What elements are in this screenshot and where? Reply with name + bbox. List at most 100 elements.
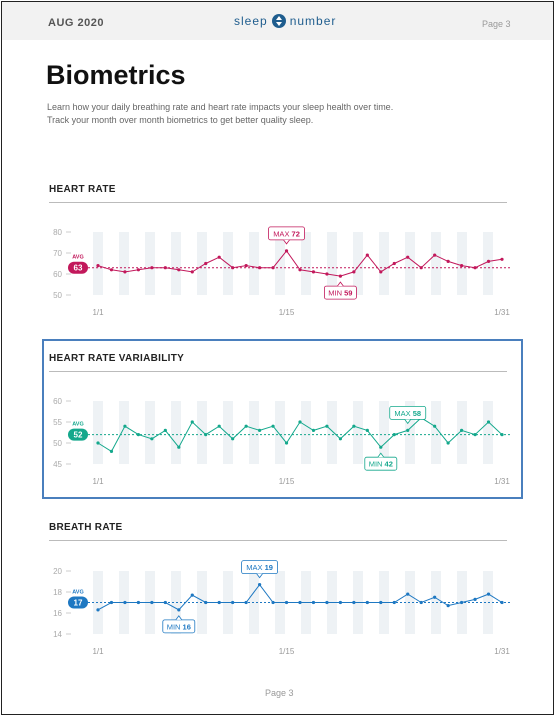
x-tick-label: 1/31 xyxy=(494,477,510,486)
chart-band xyxy=(119,401,129,464)
data-point xyxy=(123,600,127,605)
chart-band xyxy=(379,232,389,295)
chart-band xyxy=(171,232,181,295)
data-point xyxy=(365,253,369,257)
y-tick-label: 50 xyxy=(53,439,62,448)
chart-band xyxy=(275,232,285,295)
data-point xyxy=(433,595,437,599)
data-point xyxy=(419,266,423,270)
data-point xyxy=(258,428,262,432)
chart-band xyxy=(275,401,285,464)
data-point xyxy=(244,600,248,605)
breath-rate-title: BREATH RATE xyxy=(49,522,123,533)
data-point xyxy=(446,259,450,263)
y-tick-label: 18 xyxy=(53,588,62,597)
data-point xyxy=(446,441,450,445)
page-number-top: Page 3 xyxy=(482,19,511,29)
chart-band xyxy=(249,401,259,464)
y-tick-label: 60 xyxy=(53,397,62,406)
data-point xyxy=(231,600,235,605)
chart-band xyxy=(431,232,441,295)
y-tick-label: 16 xyxy=(53,609,62,618)
data-point xyxy=(123,270,127,274)
data-point xyxy=(338,437,342,441)
x-tick-label: 1/15 xyxy=(279,647,295,656)
chart-band xyxy=(171,401,181,464)
data-point xyxy=(163,266,167,270)
series-line xyxy=(97,250,503,277)
data-point xyxy=(109,268,114,272)
data-point xyxy=(150,600,154,605)
data-point xyxy=(379,270,383,274)
data-point xyxy=(204,600,208,605)
data-point xyxy=(311,428,316,432)
min-callout-pointer xyxy=(337,281,344,287)
max-callout xyxy=(389,405,427,420)
min-text: MIN 59 xyxy=(328,289,352,298)
min-value: 59 xyxy=(344,289,352,298)
chart-band xyxy=(457,401,467,464)
page-header: AUG 2020 sleep number Page 3 xyxy=(2,2,553,40)
data-point xyxy=(325,600,329,605)
heart-rate-title: HEART RATE xyxy=(49,184,116,195)
hrv-chart: 60 55 50 45 AVG 52 MAX 58 MIN 42 1/1 1/15 1/31 xyxy=(53,397,510,486)
data-point xyxy=(109,449,114,453)
data-point xyxy=(338,274,342,278)
data-point xyxy=(352,424,356,428)
data-point xyxy=(392,433,396,437)
x-tick-label: 1/15 xyxy=(279,477,295,486)
chart-band xyxy=(353,401,363,464)
sleep-number-logo: sleep number xyxy=(234,14,336,28)
x-tick-label: 1/15 xyxy=(279,308,295,317)
chart-band xyxy=(405,232,415,295)
y-tick-label: 55 xyxy=(53,418,62,427)
min-text: MIN 42 xyxy=(369,460,393,469)
chart-band xyxy=(483,401,493,464)
data-point xyxy=(217,255,221,259)
data-point xyxy=(500,433,504,437)
chart-band xyxy=(249,232,259,295)
data-point xyxy=(446,604,450,608)
data-point xyxy=(177,445,181,449)
data-point xyxy=(338,600,342,605)
max-label: MAX xyxy=(246,563,264,572)
data-point xyxy=(433,424,437,428)
breath-rate-divider xyxy=(49,540,507,541)
y-tick-label: 45 xyxy=(53,460,62,469)
max-text: MAX 19 xyxy=(246,563,273,572)
data-point xyxy=(190,270,194,274)
chart-band xyxy=(93,232,103,295)
y-tick-label: 20 xyxy=(53,567,62,576)
data-point xyxy=(392,600,396,605)
chart-band xyxy=(327,401,337,464)
chart-band xyxy=(379,401,389,464)
y-tick-label: 50 xyxy=(53,291,62,300)
intro-text: Learn how your daily breathing rate and … xyxy=(47,102,394,125)
logo-mark-icon xyxy=(271,14,286,28)
max-value: 19 xyxy=(265,563,273,572)
data-point xyxy=(190,593,194,597)
min-text: MIN 16 xyxy=(167,622,191,631)
heart-rate-chart: 80 70 60 50 AVG 63 MAX 72 MIN 59 1/1 1/15 1/31 xyxy=(53,226,510,317)
data-point xyxy=(150,437,154,441)
x-tick-label: 1/31 xyxy=(494,647,510,656)
data-point xyxy=(123,424,127,428)
data-point xyxy=(136,268,140,272)
y-tick-label: 70 xyxy=(53,249,62,258)
data-point xyxy=(406,592,410,596)
y-tick-label: 14 xyxy=(53,630,62,639)
data-point xyxy=(486,420,491,424)
min-label: MIN xyxy=(369,460,385,469)
data-point xyxy=(298,600,302,605)
avg-value: 17 xyxy=(74,599,83,608)
data-point xyxy=(271,266,275,270)
data-point xyxy=(473,433,477,437)
avg-value: 52 xyxy=(74,431,83,440)
data-point xyxy=(379,445,383,449)
avg-badge xyxy=(68,428,88,441)
data-point xyxy=(406,255,410,259)
data-point xyxy=(150,266,154,270)
chart-band xyxy=(353,232,363,295)
breath-rate-chart: 20 18 16 14 AVG 17 MAX 19 MIN 16 1/1 1/15 1/31 xyxy=(53,560,510,656)
data-point xyxy=(258,583,262,587)
